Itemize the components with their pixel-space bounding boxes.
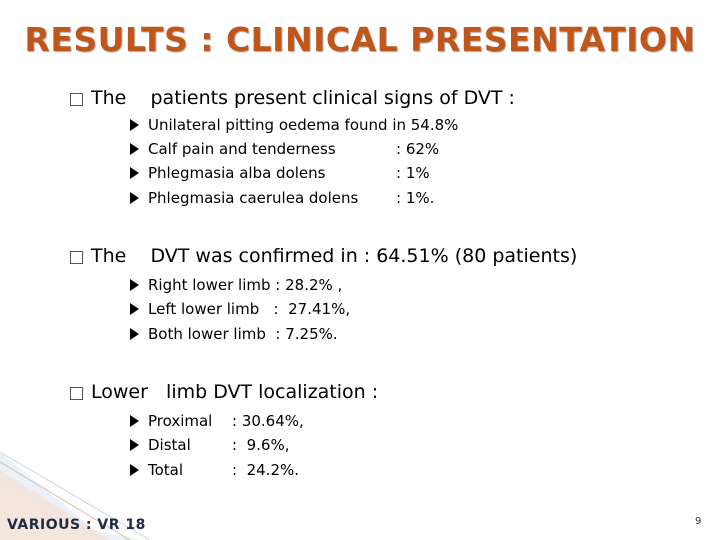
footer-label: VARIOUS : VR 18 [7,517,146,533]
item-value: : 9.6%, [232,436,290,454]
section-heading: The DVT was confirmed in : 64.51% (80 pa… [70,245,577,267]
item-label: Phlegmasia alba dolens [148,164,326,182]
arrow-bullet-icon [130,167,139,179]
arrow-bullet-icon [130,303,139,315]
item-value: : 1% [396,164,430,182]
list-item: Both lower limb : 7.25%. [130,325,338,343]
item-label: Left lower limb : 27.41%, [148,300,351,318]
list-item: Proximal [130,412,212,430]
section-heading-text: The patients present clinical signs of D… [91,87,515,109]
arrow-bullet-icon [130,415,139,427]
arrow-bullet-icon [130,192,139,204]
section-heading-text: Lower limb DVT localization : [91,381,379,403]
list-item: Unilateral pitting oedema found in 54.8% [130,116,458,134]
arrow-bullet-icon [130,439,139,451]
arrow-bullet-icon [130,279,139,291]
decorative-corner-graphic [0,451,151,540]
checkbox-icon [70,250,83,264]
section-heading: Lower limb DVT localization : [70,381,378,403]
list-item: Total [130,461,183,479]
arrow-bullet-icon [130,464,139,476]
arrow-bullet-icon [130,328,139,340]
item-label: Unilateral pitting oedema found in 54.8% [148,116,459,134]
item-value: : 1%. [396,189,435,207]
item-value: : 62% [396,140,440,158]
list-item: Distal [130,436,191,454]
item-label: Distal [148,436,191,454]
list-item: Phlegmasia caerulea dolens [130,189,358,207]
list-item: Right lower limb : 28.2% , [130,276,342,294]
checkbox-icon [70,92,83,106]
arrow-bullet-icon [130,119,139,131]
item-label: Calf pain and tenderness [148,140,336,158]
item-value: : 24.2%. [232,461,300,479]
section-heading-text: The DVT was confirmed in : 64.51% (80 pa… [91,245,578,267]
item-label: Right lower limb : 28.2% , [148,276,343,294]
arrow-bullet-icon [130,143,139,155]
list-item: Phlegmasia alba dolens [130,164,325,182]
section-heading: The patients present clinical signs of D… [70,87,515,109]
slide-title: RESULTS : CLINICAL PRESENTATION [24,20,696,59]
item-value: : 30.64%, [232,412,304,430]
item-label: Both lower limb : 7.25%. [148,325,338,343]
item-label: Phlegmasia caerulea dolens [148,189,359,207]
checkbox-icon [70,386,83,400]
list-item: Calf pain and tenderness [130,140,336,158]
item-label: Proximal [148,412,213,430]
list-item: Left lower limb : 27.41%, [130,300,350,318]
item-label: Total [148,461,184,479]
page-number: 9 [695,516,702,527]
